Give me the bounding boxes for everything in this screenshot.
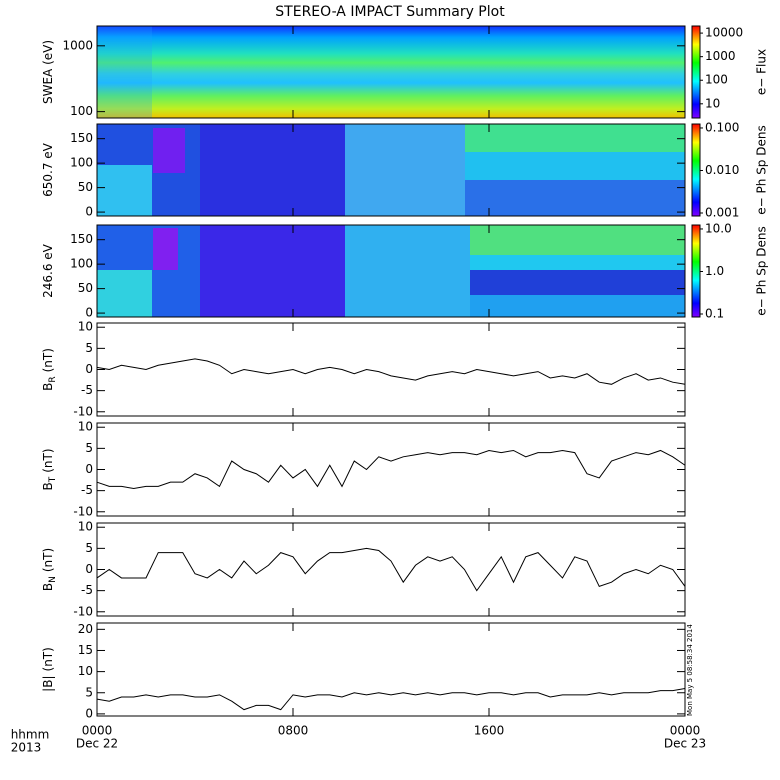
time-unit: hhmm xyxy=(11,728,50,742)
x-tick-date: Dec 23 xyxy=(664,737,706,751)
y-tick-label: 5 xyxy=(85,441,93,455)
y-axis-label-sub: N xyxy=(48,576,58,583)
colorbar-label: e− Ph Sp Dens xyxy=(755,125,769,214)
y-tick-label: 0 xyxy=(85,562,93,576)
colorbar-tick-label: 100 xyxy=(705,73,728,87)
spectrogram-650 xyxy=(97,124,685,216)
timestamp: Mon May 5 08:58:34 2014 xyxy=(686,624,694,716)
y-tick-label: -10 xyxy=(73,504,93,518)
y-axis-label: SWEA (eV) xyxy=(41,40,55,104)
y-axis-label: 246.6 eV xyxy=(41,243,55,298)
data-line xyxy=(96,547,686,592)
y-axis-label-main: 246.6 eV xyxy=(41,243,55,298)
y-axis-label-main: B xyxy=(41,482,55,490)
colorbar-label: e− Flux xyxy=(755,49,769,95)
spectrogram-swea xyxy=(97,26,685,118)
y-axis-label-unit: (nT) xyxy=(41,448,55,472)
y-tick-label: 15 xyxy=(78,643,93,657)
x-tick-date: Dec 22 xyxy=(76,737,118,751)
colorbar-tick-label: 0.1 xyxy=(705,306,724,320)
colorbar xyxy=(691,224,701,318)
colorbar-tick-label: 0.001 xyxy=(705,205,739,219)
y-tick-label: 0 xyxy=(85,706,93,720)
y-tick-label: 5 xyxy=(85,685,93,699)
colorbar-tick-label: 1000 xyxy=(705,49,736,63)
colorbar-tick-label: 0.010 xyxy=(705,163,739,177)
colorbar-tick-label: 10 xyxy=(705,96,720,110)
x-tick-label: 0000 xyxy=(82,724,113,738)
y-axis-label-unit: (nT) xyxy=(41,548,55,572)
y-tick-label: 5 xyxy=(85,341,93,355)
y-tick-label: 10 xyxy=(78,420,93,434)
x-tick-label: 1600 xyxy=(474,724,505,738)
y-axis-label-sub: R xyxy=(48,376,58,382)
y-tick-label: 20 xyxy=(78,622,93,636)
spectrogram-246 xyxy=(97,225,685,317)
y-tick-label: 50 xyxy=(78,180,93,194)
colorbar xyxy=(691,25,701,119)
year: 2013 xyxy=(11,741,42,755)
y-axis-label-sub: T xyxy=(48,476,58,483)
y-axis-label-unit: (nT) xyxy=(41,348,55,372)
y-tick-label: -5 xyxy=(81,383,93,397)
y-tick-label: 1000 xyxy=(62,38,93,52)
y-tick-label: 0 xyxy=(85,205,93,219)
y-tick-label: 10 xyxy=(78,664,93,678)
y-axis-label: |B| (nT) xyxy=(41,647,55,692)
y-axis-label-main: B xyxy=(41,383,55,391)
y-tick-label: 10 xyxy=(78,320,93,334)
y-axis-label-main: SWEA (eV) xyxy=(41,40,55,104)
title: STEREO-A IMPACT Summary Plot xyxy=(275,4,505,20)
panel-frame xyxy=(96,123,686,217)
y-tick-label: 0 xyxy=(85,462,93,476)
y-axis-label-main: |B| xyxy=(41,675,55,691)
y-tick-label: -10 xyxy=(73,404,93,418)
y-tick-label: 50 xyxy=(78,281,93,295)
y-tick-label: -5 xyxy=(81,483,93,497)
colorbar-tick-label: 0.100 xyxy=(705,120,739,134)
y-axis-label-unit: (nT) xyxy=(41,647,55,671)
y-tick-label: 0 xyxy=(85,362,93,376)
y-axis-label: 650.7 eV xyxy=(41,142,55,197)
y-tick-label: 100 xyxy=(70,104,93,118)
y-tick-label: 100 xyxy=(70,257,93,271)
data-line xyxy=(96,358,686,385)
colorbar-tick-label: 10000 xyxy=(705,26,743,40)
y-axis-label-main: 650.7 eV xyxy=(41,142,55,197)
panel-frame xyxy=(96,622,686,717)
y-axis-label: BR (nT) xyxy=(41,348,58,391)
y-tick-label: 100 xyxy=(70,156,93,170)
panel-frame xyxy=(96,224,686,318)
colorbar-tick-label: 10.0 xyxy=(705,221,732,235)
colorbar-label: e− Ph Sp Dens xyxy=(755,226,769,315)
colorbar-tick-label: 1.0 xyxy=(705,264,724,278)
y-axis-label: BN (nT) xyxy=(41,548,58,591)
y-tick-label: -5 xyxy=(81,583,93,597)
x-tick-label: 0800 xyxy=(278,724,309,738)
data-line xyxy=(96,688,686,711)
y-axis-label-main: B xyxy=(41,583,55,591)
y-axis-label: BT (nT) xyxy=(41,448,58,490)
y-tick-label: 150 xyxy=(70,232,93,246)
y-tick-label: 150 xyxy=(70,131,93,145)
data-line xyxy=(96,449,686,490)
panel-frame xyxy=(96,25,686,119)
y-tick-label: 0 xyxy=(85,306,93,320)
y-tick-label: -10 xyxy=(73,604,93,618)
colorbar xyxy=(691,123,701,217)
y-tick-label: 5 xyxy=(85,541,93,555)
y-tick-label: 10 xyxy=(78,520,93,534)
x-tick-label: 0000 xyxy=(670,724,701,738)
